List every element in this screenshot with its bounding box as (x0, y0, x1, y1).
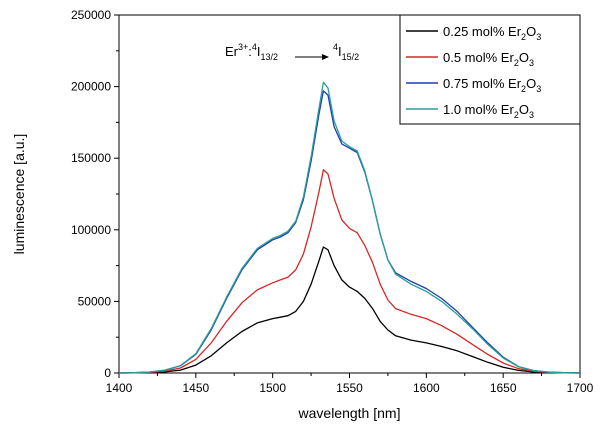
anno-from-sup: 4 (252, 42, 257, 52)
x-axis: 1400 1450 1500 1550 1600 1650 1700 (106, 373, 594, 395)
legend-label-part: O (519, 102, 529, 117)
transition-annotation: Er3+:4I13/2 4I15/2 (225, 42, 359, 62)
x-tick-label: 1500 (259, 381, 286, 395)
legend-label-part: O (519, 50, 529, 65)
legend-label-part: 2 (521, 84, 526, 94)
legend-label-4: 1.0 mol% Er2O3 (443, 102, 534, 120)
legend-label-1: 0.25 mol% Er2O3 (443, 24, 541, 42)
x-axis-title: wavelength [nm] (298, 405, 401, 421)
x-tick-label: 1700 (567, 381, 594, 395)
y-tick-label: 0 (104, 366, 111, 380)
y-tick-label: 50000 (78, 294, 112, 308)
y-axis: 0 50000 100000 150000 200000 250000 (71, 8, 119, 380)
anno-to-main: I (338, 44, 342, 59)
legend-label-part: 3 (536, 32, 541, 42)
series-line-2 (118, 169, 581, 374)
series-line-3 (118, 90, 581, 374)
x-tick-label: 1600 (413, 381, 440, 395)
y-axis-title: luminescence [a.u.] (11, 134, 27, 255)
y-tick-label: 150000 (71, 151, 111, 165)
legend-label-part: 0.5 mol% Er (443, 50, 514, 65)
legend-label-part: 3 (529, 58, 534, 68)
svg-text:4I15/2: 4I15/2 (333, 42, 359, 62)
legend-label-part: 3 (529, 110, 534, 120)
legend-label-part: O (526, 76, 536, 91)
legend-label-part: 2 (521, 32, 526, 42)
anno-arrow-head (322, 54, 329, 60)
legend-label-3: 0.75 mol% Er2O3 (443, 76, 541, 94)
anno-from-main: I (257, 44, 261, 59)
legend-box (399, 14, 581, 125)
x-tick-label: 1400 (106, 381, 133, 395)
x-tick-label: 1550 (336, 381, 363, 395)
anno-to-sup: 4 (333, 42, 338, 52)
anno-to-sub: 15/2 (342, 52, 360, 62)
y-tick-label: 200000 (71, 80, 111, 94)
legend-label-part: 2 (514, 58, 519, 68)
anno-from-sub: 13/2 (261, 52, 279, 62)
legend-label-part: O (526, 24, 536, 39)
y-tick-label: 250000 (71, 8, 111, 22)
series-line-1 (118, 246, 581, 374)
svg-text:Er3+:4I13/2: Er3+:4I13/2 (225, 42, 278, 62)
anno-sep: : (248, 44, 252, 59)
series-lines (118, 81, 581, 374)
legend-label-part: 1.0 mol% Er (443, 102, 514, 117)
y-tick-label: 100000 (71, 223, 111, 237)
legend-label-2: 0.5 mol% Er2O3 (443, 50, 534, 68)
legend-label-part: 3 (536, 84, 541, 94)
legend-label-part: 2 (514, 110, 519, 120)
anno-base-sup: 3+ (238, 42, 248, 52)
legend-label-part: 0.75 mol% Er (443, 76, 522, 91)
x-tick-label: 1650 (490, 381, 517, 395)
x-tick-label: 1450 (182, 381, 209, 395)
anno-base: Er (225, 44, 239, 59)
series-line-4 (118, 81, 581, 374)
legend-label-part: 0.25 mol% Er (443, 24, 522, 39)
